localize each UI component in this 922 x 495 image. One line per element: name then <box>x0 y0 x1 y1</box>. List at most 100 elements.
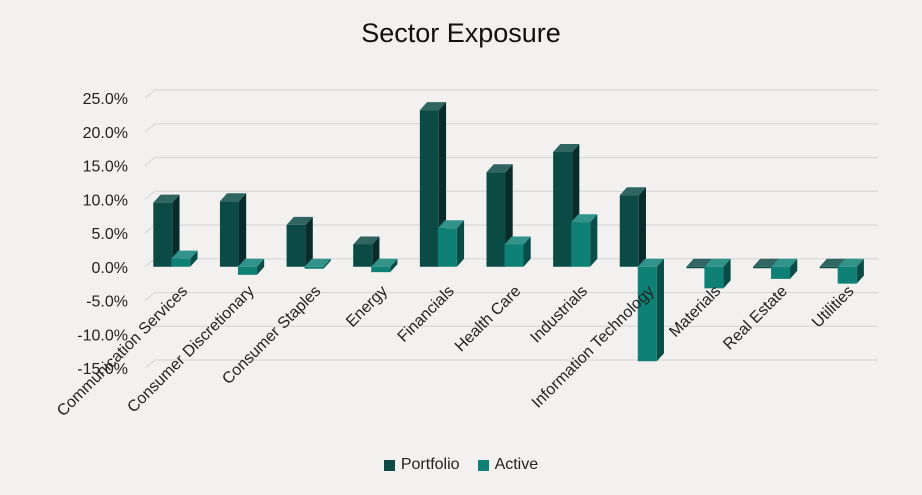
bar-front-face <box>837 266 857 284</box>
bar-front-face <box>771 266 791 279</box>
bar-active <box>304 258 331 269</box>
gridline <box>144 359 878 369</box>
gridline <box>144 291 878 301</box>
bar-front-face <box>553 152 573 267</box>
bar-side-face <box>372 236 380 267</box>
bar-side-face <box>790 258 798 279</box>
bar-side-face <box>390 258 398 273</box>
legend-swatch <box>477 459 489 471</box>
chart-title: Sector Exposure <box>361 18 561 48</box>
bar-active <box>371 258 398 273</box>
y-tick-label: 10.0% <box>83 192 128 209</box>
legend-item: Active <box>477 456 539 474</box>
bar-active <box>504 236 531 267</box>
bar-front-face <box>637 266 657 362</box>
y-tick-label: -15.0% <box>77 361 128 378</box>
bar-portfolio <box>419 102 447 267</box>
bar-front-face <box>171 258 191 267</box>
x-tick-label: Real Estate <box>720 283 791 354</box>
y-tick-label: 15.0% <box>83 159 128 176</box>
y-tick-label: -10.0% <box>77 327 128 344</box>
bar-side-face <box>656 258 664 362</box>
bar-active <box>704 258 731 289</box>
bar-side-face <box>190 250 198 267</box>
bar-top-face <box>819 258 846 267</box>
bar-top-face <box>637 258 664 267</box>
bar-side-face <box>723 258 731 289</box>
bar-front-face <box>571 222 591 267</box>
bar-front-face <box>286 224 306 267</box>
bar-front-face <box>819 266 839 269</box>
gridline <box>144 89 878 99</box>
bar-active <box>837 258 864 284</box>
y-tick-label: 20.0% <box>83 125 128 142</box>
bar-front-face <box>419 110 439 267</box>
bar-side-face <box>523 236 531 267</box>
bar-front-face <box>219 201 239 267</box>
bar-top-face <box>437 220 465 229</box>
bar-top-face <box>771 258 798 267</box>
bar-active <box>771 258 798 279</box>
bar-front-face <box>753 266 773 269</box>
bar-top-face <box>153 194 180 203</box>
bar-top-face <box>753 258 780 267</box>
legend-label: Portfolio <box>400 456 460 473</box>
gridline <box>144 156 878 166</box>
legend: Portfolio Active <box>0 456 922 474</box>
bar-side-face <box>323 258 331 269</box>
bar-front-face <box>704 266 724 289</box>
bar-top-face <box>286 216 313 225</box>
y-axis-ticks: 25.0% 20.0% 15.0% 10.0% 5.0% 0.0% -5.0% -10.0% -… <box>77 91 128 378</box>
bars <box>153 102 864 362</box>
x-tick-label: Energy <box>343 283 391 331</box>
bar-active <box>437 220 465 267</box>
y-tick-label: -5.0% <box>86 294 128 311</box>
bar-top-face <box>237 258 265 267</box>
bar-active <box>637 258 664 362</box>
bar-front-face <box>486 172 506 267</box>
legend-label: Active <box>494 456 539 473</box>
x-tick-label: Health Care <box>452 283 524 355</box>
bar-side-face <box>590 214 598 267</box>
bar-portfolio <box>619 187 646 267</box>
bar-top-face <box>371 258 398 267</box>
bar-portfolio <box>153 194 180 267</box>
bar-top-face <box>486 164 513 173</box>
bar-front-face <box>504 244 524 267</box>
bar-side-face <box>305 216 313 267</box>
bar-active <box>571 214 598 267</box>
y-tick-label: 25.0% <box>83 91 128 108</box>
y-tick-label: 0.0% <box>92 260 128 277</box>
bar-side-face <box>856 258 864 284</box>
bar-top-face <box>553 144 580 152</box>
bar-side-face <box>172 194 180 267</box>
bar-front-face <box>237 266 257 275</box>
bar-active <box>237 258 265 275</box>
bar-portfolio <box>219 193 247 267</box>
bar-portfolio <box>486 164 513 267</box>
bar-top-face <box>571 214 598 223</box>
bar-front-face <box>153 202 173 267</box>
bar-front-face <box>371 266 391 273</box>
bar-side-face <box>638 187 646 267</box>
bar-top-face <box>171 250 198 259</box>
bar-top-face <box>304 258 331 267</box>
bar-side-face <box>256 258 265 275</box>
bar-side-face <box>238 193 247 267</box>
bar-side-face <box>456 220 465 267</box>
bar-top-face <box>619 187 646 196</box>
x-tick-label: Utilities <box>809 283 857 331</box>
bar-front-face <box>437 228 457 267</box>
bar-top-face <box>219 193 247 202</box>
bar-front-face <box>686 266 706 269</box>
bar-top-face <box>686 258 713 267</box>
bar-front-face <box>353 244 373 267</box>
bar-front-face <box>619 195 639 267</box>
x-tick-label: Materials <box>666 283 724 341</box>
bar-portfolio <box>286 216 313 267</box>
bar-top-face <box>504 236 531 245</box>
y-tick-label: 5.0% <box>92 226 128 243</box>
gridline <box>144 325 878 335</box>
bar-portfolio <box>353 236 380 267</box>
